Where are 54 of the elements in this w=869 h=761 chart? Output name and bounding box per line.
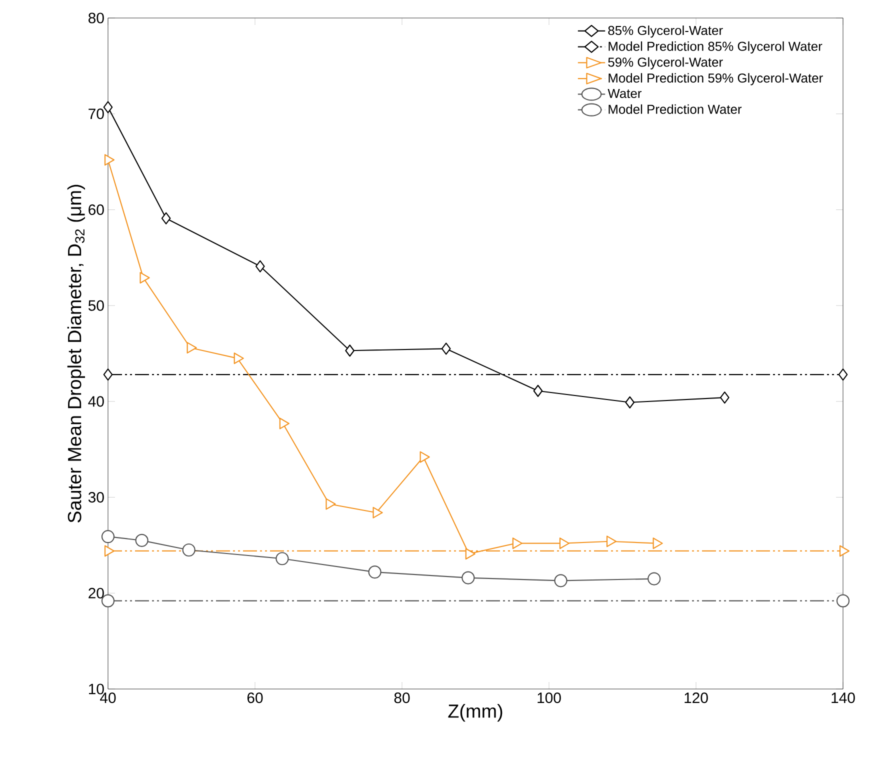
point: [836, 594, 850, 608]
point: [345, 344, 354, 357]
point: [372, 506, 383, 518]
point: [420, 451, 430, 463]
y-tick-label: 30: [88, 492, 104, 503]
point: [279, 418, 290, 430]
point: [462, 571, 475, 584]
y-tick-label: 40: [88, 396, 104, 407]
point: [368, 566, 382, 579]
y-tick-label: 60: [88, 204, 104, 215]
point: [104, 154, 115, 166]
point: [554, 574, 568, 588]
point: [441, 342, 451, 355]
point: [648, 572, 661, 586]
point: [103, 368, 113, 381]
x-tick-label: 100: [538, 692, 561, 704]
point: [606, 536, 617, 548]
legend-label: Model Prediction 85% Glycerol Water: [608, 41, 822, 54]
point: [101, 530, 115, 544]
point: [512, 538, 522, 550]
y-tick-label: 80: [88, 12, 104, 24]
y-tick-label: 50: [88, 300, 104, 311]
x-tick-label: 120: [684, 692, 708, 704]
y-tick-label: 20: [88, 588, 104, 598]
point: [838, 368, 848, 381]
point: [161, 212, 171, 224]
point: [182, 543, 196, 557]
legend-label: 59% Glycerol-Water: [608, 57, 723, 70]
legend-label: Model Prediction 59% Glycerol-Water: [608, 73, 823, 86]
point: [140, 272, 150, 284]
legend-label: Model Prediction Water: [608, 104, 742, 114]
point: [625, 396, 635, 408]
point: [135, 534, 148, 547]
x-tick-label: 80: [394, 692, 410, 704]
x-axis-title: Z(mm): [448, 704, 502, 722]
point: [533, 384, 543, 397]
point: [186, 342, 197, 354]
point: [103, 101, 113, 114]
x-tick-label: 140: [832, 692, 855, 704]
point: [652, 538, 663, 550]
point: [465, 548, 476, 560]
point: [234, 352, 244, 364]
point: [720, 392, 730, 404]
point: [326, 498, 336, 510]
legend-label: 85% Glycerol-Water: [608, 26, 723, 38]
x-tick-label: 60: [247, 692, 263, 704]
legend-label: Water: [608, 89, 642, 98]
y-tick-label: 70: [88, 108, 104, 120]
x-tick-label: 40: [100, 692, 116, 704]
point: [559, 538, 570, 550]
y-tick-label: 10: [89, 684, 104, 694]
point: [276, 552, 289, 566]
point: [255, 260, 265, 272]
y-axis-title: Sauter Mean Droplet Diameter, D$_{32}$ (μm): [67, 184, 86, 522]
